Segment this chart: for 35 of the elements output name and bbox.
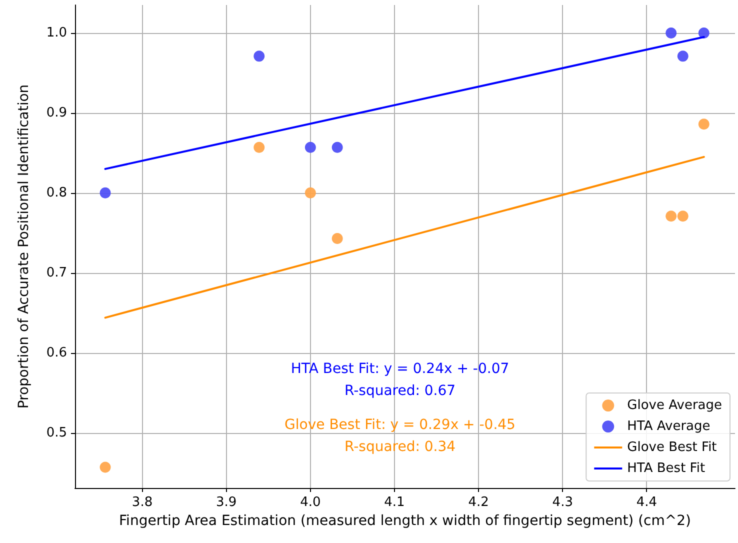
point [304,187,316,198]
legend-label: HTA Average [627,419,710,434]
y-tick-label: 0.5 [46,425,67,440]
point [254,142,265,153]
point [332,142,343,153]
x-tick-label: 4.4 [636,495,658,510]
point [100,187,111,198]
x-axis-title: Fingertip Area Estimation (measured length x width of fingertip segment) (cm^2) [119,513,691,529]
y-tick-label: 0.6 [46,345,67,360]
point [677,50,688,62]
point [666,210,677,222]
x-tick-label: 3.9 [216,495,237,510]
point [677,210,688,222]
point [254,50,265,62]
point [332,233,343,244]
y-tick-label: 0.8 [46,185,67,200]
x-tick-label: 4.2 [468,495,489,510]
point [100,462,111,473]
annotation: HTA Best Fit: y = 0.24x + -0.07 R-squared: 0.67 [290,361,510,399]
x-tick-label: 4.0 [300,495,321,510]
x-tick-label: 3.8 [132,495,153,510]
point [666,27,677,38]
y-tick-label: 1.0 [46,25,67,40]
legend-label: Glove Best Fit [627,440,717,455]
point [698,118,710,130]
x-tick-label: 4.1 [384,495,405,510]
x-tick-label: 4.3 [552,495,573,510]
y-axis-title: Proportion of Accurate Positional Identification [16,84,32,409]
point [304,142,316,153]
annotation: Glove Best Fit: y = 0.29x + -0.45 R-squared: 0.34 [284,417,516,455]
y-tick-label: 0.7 [46,265,67,280]
y-tick-label: 0.9 [46,105,67,120]
legend-label: HTA Best Fit [627,461,706,476]
legend-label: Glove Average [627,398,722,413]
point [698,27,710,38]
